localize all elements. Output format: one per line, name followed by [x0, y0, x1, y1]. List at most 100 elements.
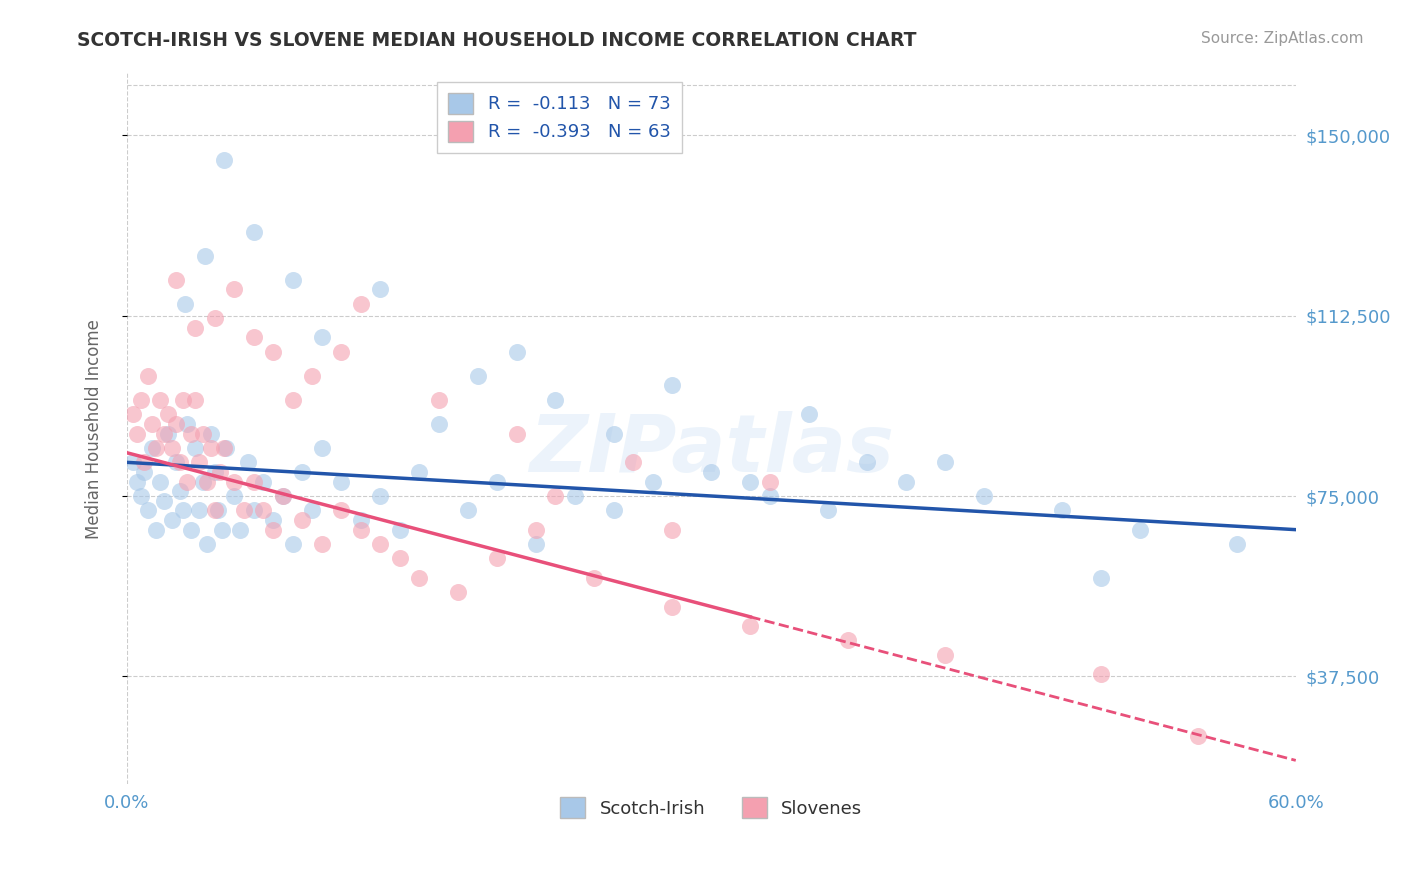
Point [222, 489, 245, 503]
Point [188, 503, 211, 517]
Point [759, 475, 782, 489]
Point [134, 465, 156, 479]
Point [291, 513, 314, 527]
Point [311, 537, 333, 551]
Point [184, 392, 207, 407]
Point [350, 513, 373, 527]
Point [188, 455, 211, 469]
Point [486, 475, 509, 489]
Point [129, 489, 152, 503]
Point [740, 619, 762, 633]
Point [211, 523, 233, 537]
Point [121, 407, 143, 421]
Point [311, 330, 333, 344]
Point [165, 455, 187, 469]
Point [145, 523, 167, 537]
Point [125, 426, 148, 441]
Point [195, 475, 218, 489]
Point [524, 537, 547, 551]
Point [138, 368, 160, 383]
Point [1050, 503, 1073, 517]
Point [200, 441, 222, 455]
Point [641, 475, 664, 489]
Legend: Scotch-Irish, Slovenes: Scotch-Irish, Slovenes [553, 790, 870, 825]
Point [291, 465, 314, 479]
Point [204, 503, 226, 517]
Point [544, 392, 567, 407]
Point [759, 489, 782, 503]
Point [505, 344, 527, 359]
Point [1090, 571, 1112, 585]
Point [973, 489, 995, 503]
Point [837, 633, 859, 648]
Point [603, 426, 626, 441]
Point [661, 378, 683, 392]
Point [214, 441, 236, 455]
Point [524, 523, 547, 537]
Point [350, 523, 373, 537]
Point [388, 523, 411, 537]
Point [242, 503, 264, 517]
Point [661, 523, 683, 537]
Point [176, 417, 198, 431]
Point [301, 368, 323, 383]
Point [232, 503, 254, 517]
Point [145, 441, 167, 455]
Point [368, 282, 391, 296]
Point [242, 330, 264, 344]
Point [169, 484, 191, 499]
Point [467, 368, 489, 383]
Point [174, 296, 197, 310]
Point [153, 426, 176, 441]
Point [134, 455, 156, 469]
Point [740, 475, 762, 489]
Point [191, 475, 214, 489]
Point [262, 344, 284, 359]
Point [172, 392, 194, 407]
Point [262, 523, 284, 537]
Point [236, 455, 259, 469]
Point [301, 503, 323, 517]
Point [447, 585, 470, 599]
Text: Source: ZipAtlas.com: Source: ZipAtlas.com [1201, 31, 1364, 46]
Point [180, 523, 202, 537]
Point [141, 417, 163, 431]
Point [222, 282, 245, 296]
Point [242, 475, 264, 489]
Point [311, 441, 333, 455]
Point [149, 475, 172, 489]
Point [172, 503, 194, 517]
Point [125, 475, 148, 489]
Text: SCOTCH-IRISH VS SLOVENE MEDIAN HOUSEHOLD INCOME CORRELATION CHART: SCOTCH-IRISH VS SLOVENE MEDIAN HOUSEHOLD… [77, 31, 917, 50]
Point [229, 523, 252, 537]
Point [934, 648, 956, 662]
Point [797, 407, 820, 421]
Point [242, 225, 264, 239]
Point [252, 503, 274, 517]
Point [184, 441, 207, 455]
Point [200, 426, 222, 441]
Point [184, 320, 207, 334]
Point [156, 426, 179, 441]
Point [281, 392, 304, 407]
Point [209, 465, 232, 479]
Point [1187, 730, 1209, 744]
Point [176, 475, 198, 489]
Point [894, 475, 917, 489]
Point [368, 537, 391, 551]
Point [544, 489, 567, 503]
Point [388, 551, 411, 566]
Point [165, 417, 187, 431]
Point [165, 273, 187, 287]
Point [1090, 666, 1112, 681]
Point [129, 392, 152, 407]
Point [934, 455, 956, 469]
Point [427, 392, 450, 407]
Point [214, 153, 236, 167]
Point [408, 571, 430, 585]
Point [204, 311, 226, 326]
Point [194, 249, 217, 263]
Point [204, 465, 226, 479]
Point [180, 426, 202, 441]
Point [603, 503, 626, 517]
